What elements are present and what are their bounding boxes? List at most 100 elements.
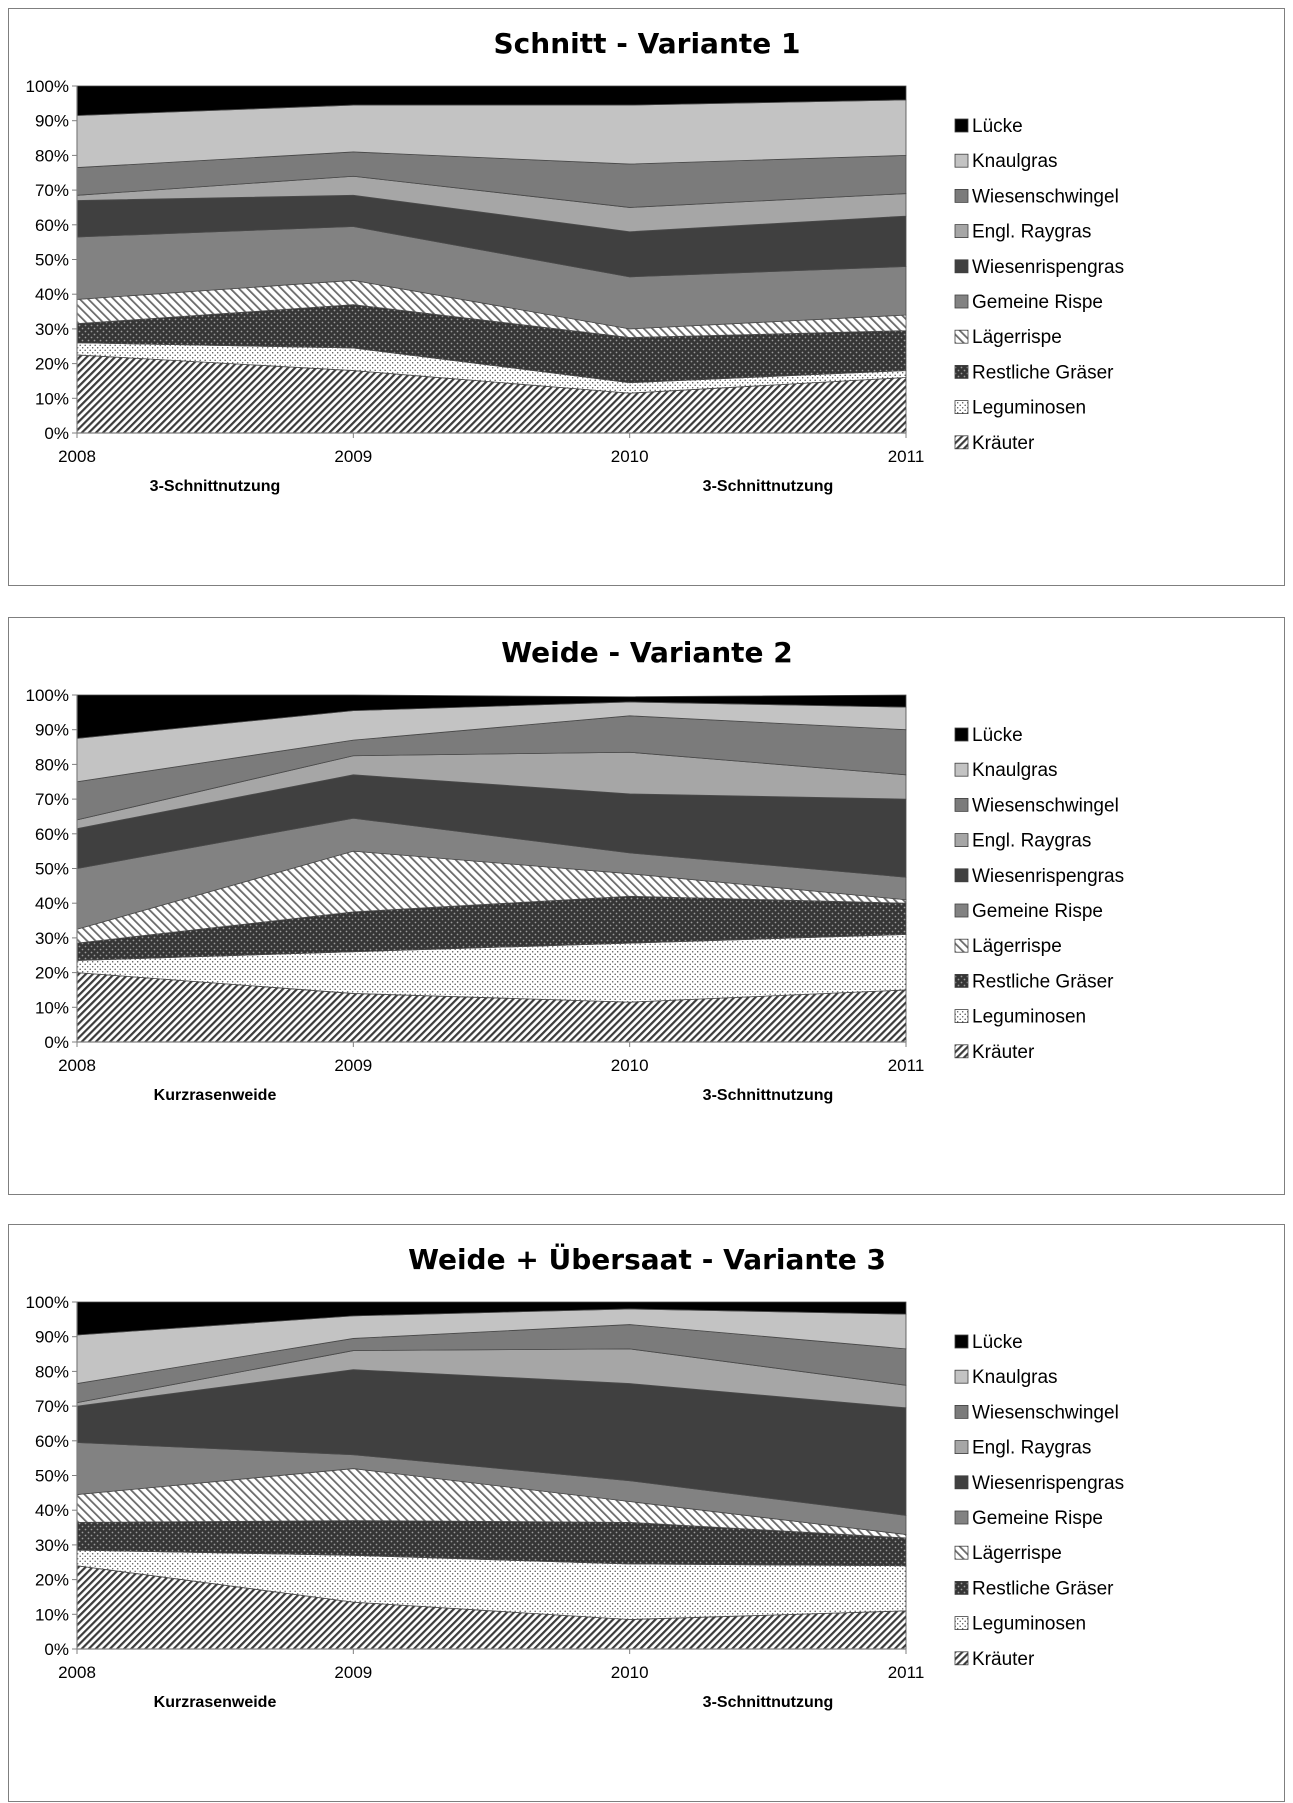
- legend-label-wiesenschwingel: Wiesenschwingel: [972, 795, 1119, 816]
- legend-swatch-leguminosen: [954, 1009, 969, 1024]
- y-tick-label: 40%: [35, 1501, 69, 1520]
- legend-swatch-restliche-graeser: [954, 973, 969, 988]
- chart-panel-3: Weide + Übersaat - Variante 3 0% 10% 20% 30%…: [8, 1224, 1285, 1802]
- legend-swatch-wiesenrispengras: [954, 868, 969, 883]
- annotation-label: 3-Schnittnutzung: [703, 1087, 834, 1104]
- y-tick-label: 30%: [35, 320, 69, 339]
- legend-swatch-gemeine-rispe: [954, 1510, 969, 1525]
- x-tick-label: 2009: [334, 1663, 372, 1682]
- area-luecke: [76, 85, 907, 116]
- legend-label-leguminosen: Leguminosen: [972, 1614, 1086, 1635]
- legend-label-engl-raygras: Engl. Raygras: [972, 1438, 1091, 1459]
- legend-label-laegerrispe: Lägerrispe: [972, 327, 1062, 348]
- area-group: [76, 694, 907, 1043]
- legend-swatch-laegerrispe: [954, 1545, 969, 1560]
- legend-swatch-leguminosen: [954, 1616, 969, 1631]
- legend-label-kraeuter: Kräuter: [972, 433, 1035, 454]
- annotation-label: Kurzrasenweide: [154, 1087, 277, 1104]
- y-tick-label: 40%: [35, 285, 69, 304]
- legend-swatch-restliche-graeser: [954, 1580, 969, 1595]
- chart-2-svg: Weide - Variante 2 0% 10% 20% 30% 40% 50% 60% 70…: [26, 636, 1125, 1104]
- y-tick-label: 0%: [44, 1033, 69, 1052]
- x-tick-label: 2008: [58, 1056, 96, 1075]
- x-tick-label: 2010: [611, 447, 649, 466]
- area-group: [76, 1301, 907, 1650]
- annotation-label: Kurzrasenweide: [154, 1694, 277, 1711]
- y-tick-label: 60%: [35, 825, 69, 844]
- y-tick-label: 60%: [35, 216, 69, 235]
- y-tick-label: 70%: [35, 181, 69, 200]
- y-tick-label: 60%: [35, 1432, 69, 1451]
- area-luecke: [76, 1301, 907, 1336]
- legend-swatch-restliche-graeser: [954, 364, 969, 379]
- annotation-label: 3-Schnittnutzung: [150, 478, 281, 495]
- legend-label-restliche-graeser: Restliche Gräser: [972, 971, 1114, 992]
- x-tick-label: 2011: [888, 1056, 925, 1075]
- y-tick-label: 80%: [35, 146, 69, 165]
- legend-label-wiesenschwingel: Wiesenschwingel: [972, 186, 1119, 207]
- legend-label-wiesenrispengras: Wiesenrispengras: [972, 257, 1124, 278]
- legend-label-gemeine-rispe: Gemeine Rispe: [972, 901, 1103, 922]
- legend-label-wiesenrispengras: Wiesenrispengras: [972, 866, 1124, 887]
- legend-label-laegerrispe: Lägerrispe: [972, 1543, 1062, 1564]
- annotation-label: 3-Schnittnutzung: [703, 1694, 834, 1711]
- x-tick-label: 2008: [58, 1663, 96, 1682]
- chart-3-svg: Weide + Übersaat - Variante 3 0% 10% 20% 30%…: [26, 1242, 1125, 1711]
- y-tick-label: 90%: [35, 1328, 69, 1347]
- legend-label-luecke: Lücke: [972, 1332, 1023, 1353]
- legend-swatch-wiesenschwingel: [954, 188, 969, 203]
- legend-swatch-kraeuter: [954, 1044, 969, 1059]
- x-tick-label: 2008: [58, 447, 96, 466]
- y-tick-label: 20%: [35, 1571, 69, 1590]
- legend-label-engl-raygras: Engl. Raygras: [972, 222, 1091, 243]
- legend-swatch-engl-raygras: [954, 833, 969, 848]
- x-tick-label: 2011: [888, 1663, 925, 1682]
- area-group: [76, 85, 907, 434]
- legend-swatch-knaulgras: [954, 153, 969, 168]
- legend-label-kraeuter: Kräuter: [972, 1042, 1035, 1063]
- y-tick-label: 100%: [26, 77, 69, 96]
- x-tick-label: 2009: [334, 1056, 372, 1075]
- legend-label-gemeine-rispe: Gemeine Rispe: [972, 292, 1103, 313]
- legend-label-leguminosen: Leguminosen: [972, 398, 1086, 419]
- legend-swatch-engl-raygras: [954, 1440, 969, 1455]
- legend-label-knaulgras: Knaulgras: [972, 1367, 1058, 1388]
- legend-swatch-wiesenrispengras: [954, 1475, 969, 1490]
- y-tick-label: 0%: [44, 424, 69, 443]
- legend-swatch-kraeuter: [954, 1651, 969, 1666]
- chart-panel-2: Weide - Variante 2 0% 10% 20% 30% 40% 50% 60% 70…: [8, 617, 1285, 1195]
- legend-swatch-kraeuter: [954, 435, 969, 450]
- legend-label-knaulgras: Knaulgras: [972, 151, 1058, 172]
- x-tick-label: 2009: [334, 447, 372, 466]
- legend-swatch-luecke: [954, 1334, 969, 1349]
- x-tick-label: 2011: [888, 447, 925, 466]
- legend-label-wiesenschwingel: Wiesenschwingel: [972, 1402, 1119, 1423]
- legend-label-knaulgras: Knaulgras: [972, 760, 1058, 781]
- y-tick-label: 80%: [35, 755, 69, 774]
- y-tick-label: 30%: [35, 1536, 69, 1555]
- legend-swatch-laegerrispe: [954, 329, 969, 344]
- chart-title: Weide - Variante 2: [501, 636, 793, 669]
- legend-swatch-gemeine-rispe: [954, 294, 969, 309]
- legend-swatch-leguminosen: [954, 400, 969, 415]
- legend-swatch-knaulgras: [954, 762, 969, 777]
- legend-label-luecke: Lücke: [972, 116, 1023, 137]
- y-tick-label: 90%: [35, 721, 69, 740]
- legend-label-gemeine-rispe: Gemeine Rispe: [972, 1508, 1103, 1529]
- y-tick-label: 20%: [35, 964, 69, 983]
- legend-swatch-laegerrispe: [954, 938, 969, 953]
- y-tick-label: 100%: [26, 1293, 69, 1312]
- y-tick-label: 0%: [44, 1640, 69, 1659]
- x-tick-label: 2010: [611, 1056, 649, 1075]
- legend-swatch-knaulgras: [954, 1369, 969, 1384]
- legend-swatch-wiesenschwingel: [954, 1404, 969, 1419]
- y-tick-label: 50%: [35, 251, 69, 270]
- legend-label-wiesenrispengras: Wiesenrispengras: [972, 1473, 1124, 1494]
- chart-title: Schnitt - Variante 1: [494, 27, 801, 60]
- legend-swatch-engl-raygras: [954, 224, 969, 239]
- y-tick-label: 10%: [35, 1605, 69, 1624]
- legend-swatch-wiesenrispengras: [954, 259, 969, 274]
- y-tick-label: 100%: [26, 686, 69, 705]
- legend-label-laegerrispe: Lägerrispe: [972, 936, 1062, 957]
- annotation-label: 3-Schnittnutzung: [703, 478, 834, 495]
